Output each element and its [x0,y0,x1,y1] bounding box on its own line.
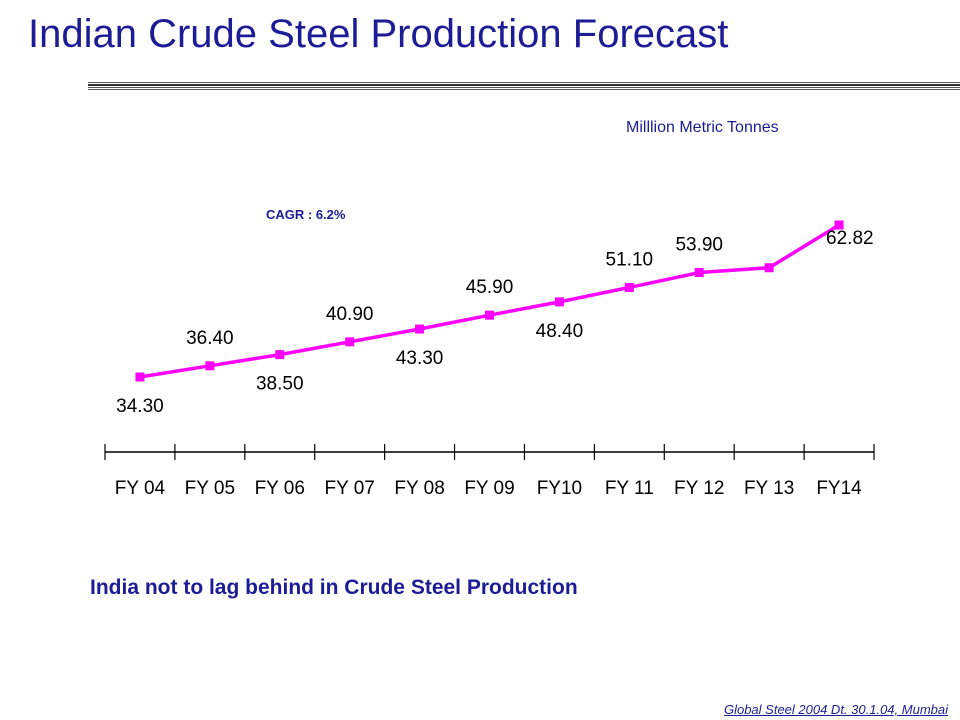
x-tick-label: FY 07 [325,478,375,499]
data-point-marker [275,350,285,360]
data-label: 40.90 [326,304,374,325]
x-tick-label: FY 05 [185,478,235,499]
data-point-marker [624,282,634,292]
data-point-marker [834,220,844,230]
data-label: 36.40 [186,328,234,349]
data-label: 38.50 [256,374,304,395]
x-tick-label: FY14 [816,478,862,499]
data-label: 51.10 [606,249,654,270]
x-tick-label: FY 06 [255,478,305,499]
data-label: 53.90 [675,235,723,256]
title-divider [88,82,960,92]
page-title: Indian Crude Steel Production Forecast [28,12,729,56]
data-label: 48.40 [536,321,584,342]
units-label: Milllion Metric Tonnes [626,119,779,136]
data-point-marker [764,263,774,273]
data-label: 45.90 [466,277,514,298]
data-label: 34.30 [116,396,164,417]
x-tick-label: FY 09 [464,478,514,499]
data-point-marker [694,268,704,278]
footer-source: Global Steel 2004 Dt. 30.1.04, Mumbai [723,702,948,717]
x-tick-label: FY 12 [674,478,724,499]
x-tick-label: FY10 [537,478,582,499]
data-point-marker [415,324,425,334]
data-label: 43.30 [396,348,444,369]
x-tick-label: FY 11 [605,478,654,499]
data-point-marker [135,372,145,382]
data-point-marker [345,337,355,347]
data-point-marker [554,297,564,307]
data-point-marker [205,361,215,371]
key-message: India not to lag behind in Crude Steel P… [90,576,578,599]
cagr-label: CAGR : 6.2% [266,207,346,222]
x-tick-label: FY 04 [115,478,166,499]
data-point-marker [485,310,494,320]
x-tick-label: FY 13 [744,478,794,499]
x-tick-label: FY 08 [394,478,444,499]
data-label: 62.82 [826,228,874,249]
series-line [139,223,840,379]
